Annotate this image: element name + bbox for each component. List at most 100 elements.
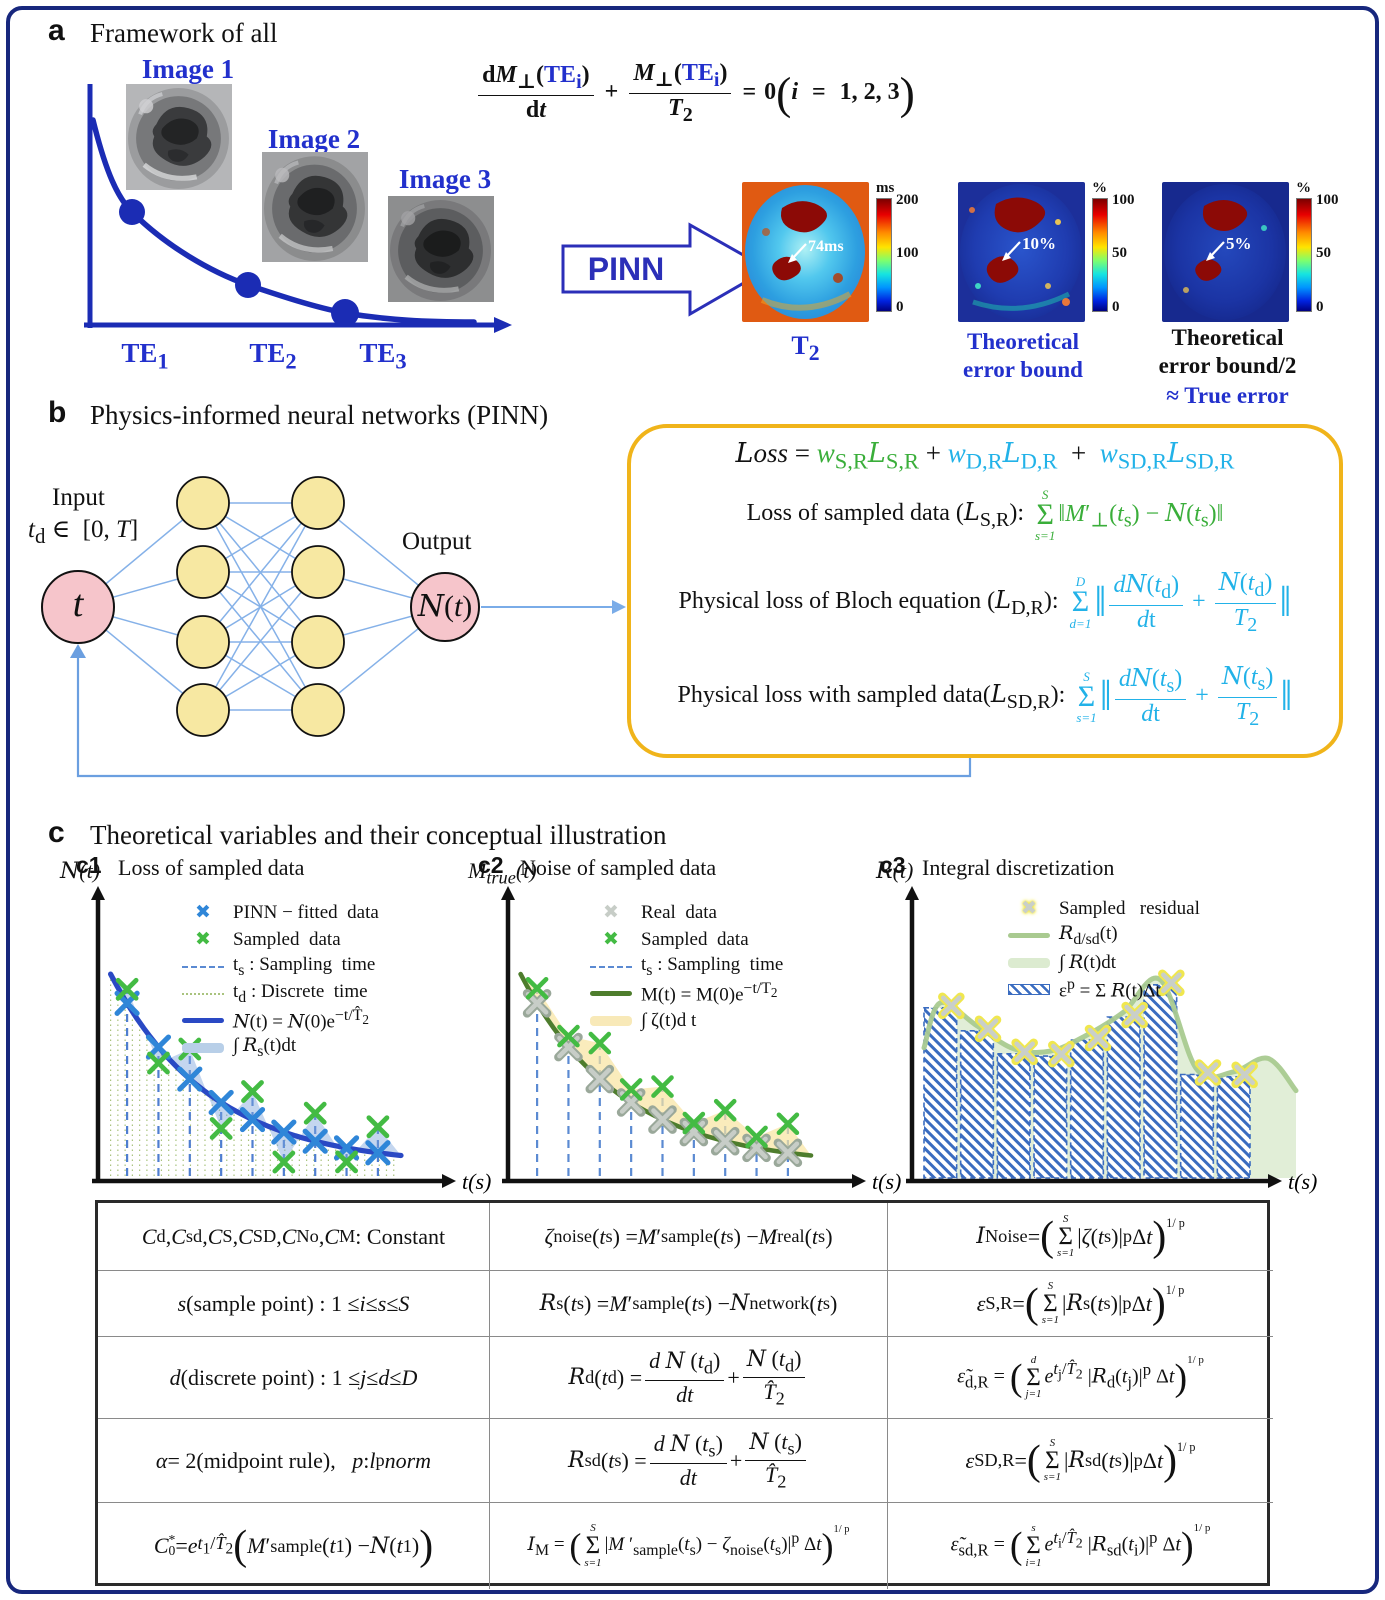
mri-image-3 — [388, 196, 494, 302]
table-cell: d (discrete point) : 1 ≤ j ≤ d ≤ D — [98, 1337, 490, 1419]
te3-point — [331, 299, 359, 327]
bloch-equation: dM⊥(TEi) dt + M⊥(TEi) T2 = 0(i = 1, 2, 3) — [430, 60, 960, 127]
panel-a-letter: a — [48, 14, 65, 47]
legend-swatch-line — [1008, 957, 1050, 968]
mri-image-2 — [262, 152, 368, 262]
legend-swatch-marker: ✖ — [603, 901, 619, 923]
nn-hidden-node — [176, 683, 230, 737]
legend-item: ts : Sampling time — [182, 954, 379, 979]
error-bound-half-map-figure: 5% % 100 50 0 — [1162, 180, 1348, 322]
error-bound-caption: Theoretical error bound — [963, 329, 1083, 383]
nn-output-node-label: N(t) — [417, 589, 473, 624]
panel-c-title: Theoretical variables and their conceptu… — [90, 820, 667, 850]
nn-input-caption: Input — [52, 484, 105, 511]
loss-equation-label: Loss of sampled data (LS,R): — [746, 498, 1024, 531]
legend-label: ∫ Rs(t)dt — [233, 1034, 297, 1060]
te-decay-plot — [84, 84, 512, 333]
legend-item: Rd/sd(t) — [1008, 922, 1200, 948]
loss-equation-row: Physical loss with sampled data(LSD,R): S… — [655, 662, 1315, 731]
nn-output-arrow — [612, 600, 626, 614]
error-bound-colorbar: % 100 50 0 — [1092, 180, 1144, 322]
legend-label: εp = Σ R(t)Δt — [1059, 976, 1161, 1002]
table-cell: C * 0 = e t1/T̂2 (M ′ sample(t 1) − N(t 1)) — [98, 1503, 490, 1589]
legend-label: PINN − fitted data — [233, 901, 379, 923]
legend-label: M(t) = M(0)e−t/T2 — [641, 980, 778, 1006]
legend-item: ts : Sampling time — [590, 954, 783, 979]
colorbar-gradient — [1092, 198, 1108, 312]
annotation-arrow — [788, 254, 797, 263]
error-bound-half-caption: Theoretical error bound/2 — [1158, 325, 1297, 379]
error-bound-half-annotation: 5% — [1226, 234, 1252, 253]
colorbar-gradient — [1296, 198, 1312, 312]
image-1-label: Image 1 — [141, 54, 235, 84]
c3-legend: ✖ Sampled residual Rd/sd(t) ∫ R(t)dt εp = Σ … — [1008, 896, 1200, 1002]
table-cell: s (sample point) : 1 ≤ i ≤ s ≤ S — [98, 1271, 490, 1337]
c1-y-axis-label: N(t) — [60, 858, 101, 884]
legend-item: ✖ Sampled data — [182, 927, 379, 952]
panel-c1-letter: c1 — [76, 852, 102, 878]
image-2-label: Image 2 — [267, 124, 361, 154]
legend-swatch-line — [1008, 933, 1050, 938]
legend-swatch-line — [182, 992, 224, 995]
legend-label: ts : Sampling time — [233, 953, 376, 979]
colorbar-tick: 50 — [1316, 245, 1331, 261]
panel-c3-letter: c3 — [880, 852, 906, 878]
panel-b-title: Physics-informed neural networks (PINN) — [90, 400, 549, 430]
legend-swatch-line — [590, 965, 632, 968]
colorbar-tick: 50 — [1112, 245, 1127, 261]
te2-label: TE2 — [249, 338, 297, 374]
neural-network-diagram — [41, 476, 626, 737]
colorbar-tick: 0 — [1112, 299, 1120, 315]
legend-label: Sampled data — [641, 928, 749, 950]
error-bound-annotation: 10% — [1022, 234, 1056, 253]
c1-plot: t(s) — [91, 886, 491, 1194]
pinn-arrow: PINN — [561, 222, 772, 317]
nn-hidden-node — [176, 476, 230, 530]
error-bound-map-figure: 10% % 100 50 0 — [958, 180, 1144, 322]
legend-swatch-line — [590, 1015, 632, 1026]
panel-c3-title: Integral discretization — [922, 855, 1115, 880]
nn-hidden-node — [176, 545, 230, 599]
legend-item: ✖ Sampled data — [590, 927, 783, 952]
t2-annotation: 74ms — [808, 238, 844, 255]
t2-map-image: 74ms — [742, 182, 869, 322]
colorbar-tick: 200 — [896, 192, 919, 208]
legend-label: ts : Sampling time — [641, 953, 784, 979]
c2-legend: ✖ Real data ✖ Sampled data ts : Sampling tim… — [590, 900, 783, 1033]
nn-input-domain: td ∈ [0, T] — [28, 516, 139, 548]
loss-equation-label: Physical loss with sampled data(LSD,R): — [677, 679, 1066, 713]
colorbar-tick: 0 — [896, 299, 904, 315]
c1-legend: ✖ PINN − fitted data ✖ Sampled data ts : Sam… — [182, 900, 379, 1060]
nn-hidden-node — [291, 476, 345, 530]
colorbar-gradient — [876, 198, 892, 312]
panel-b-letter: b — [48, 396, 67, 429]
nn-input-node-label: t — [72, 583, 84, 625]
legend-swatch-marker: ✖ — [195, 928, 211, 950]
error-bound-map-image: 10% — [958, 182, 1085, 322]
te1-point — [119, 199, 145, 225]
te1-label: TE1 — [121, 338, 169, 374]
annotation-arrow — [1002, 252, 1011, 261]
nn-output-node — [410, 572, 480, 642]
mri-image-1 — [126, 84, 232, 190]
legend-swatch-line — [182, 1042, 224, 1053]
legend-swatch-marker: ✖ — [603, 928, 619, 950]
legend-swatch-line — [1008, 984, 1050, 995]
colorbar-tick: 100 — [1316, 192, 1339, 208]
colorbar-tick: 100 — [1112, 192, 1135, 208]
loss-box: Loss = wS,RLS,R + wD,RLD,R + wSD,RLSD,R … — [627, 424, 1343, 758]
panel-c1-title: Loss of sampled data — [118, 855, 305, 880]
pinn-arrow-label: PINN — [588, 251, 664, 287]
legend-swatch-line — [182, 1018, 224, 1023]
legend-swatch-marker: ✖ — [195, 901, 211, 923]
image-3-label: Image 3 — [398, 164, 492, 194]
legend-item: ✖ Sampled residual — [1008, 896, 1200, 921]
legend-label: Real data — [641, 901, 717, 923]
panel-c-letter: c — [48, 816, 65, 849]
c1-x-axis-label: t(s) — [462, 1169, 491, 1194]
